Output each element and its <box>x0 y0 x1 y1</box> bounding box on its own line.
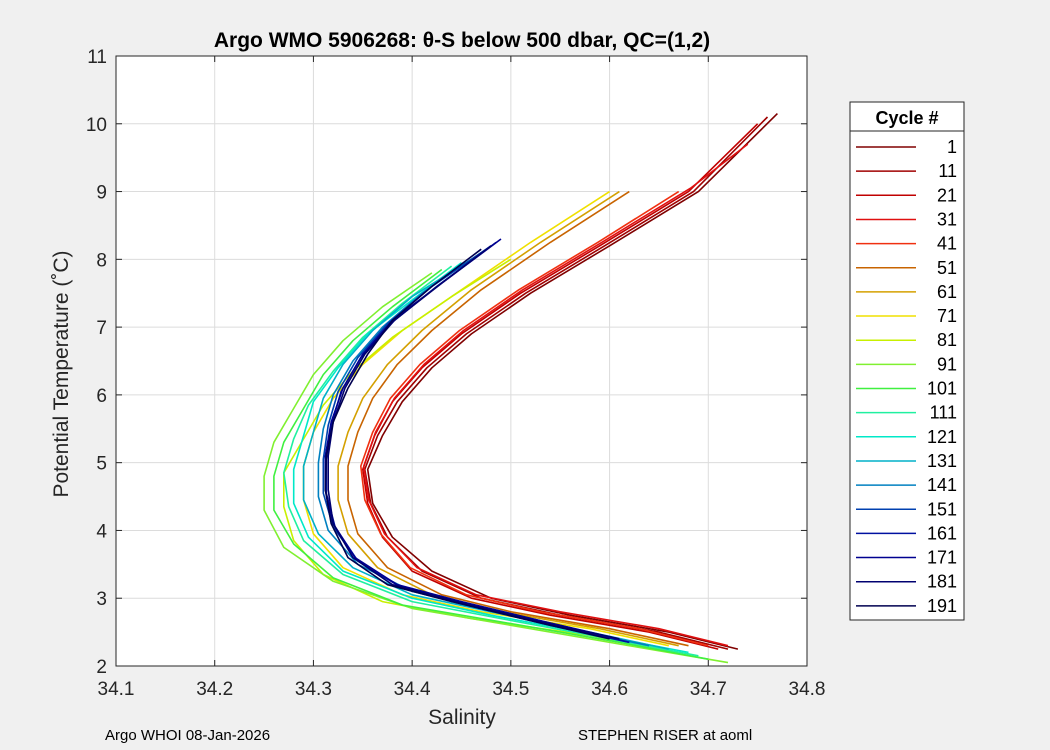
x-tick-label: 34.4 <box>394 679 431 700</box>
series-line-cycle-101 <box>273 268 709 660</box>
legend-entry: 31 <box>937 209 957 229</box>
legend-entry: 61 <box>937 282 957 302</box>
x-tick-label: 34.8 <box>789 679 826 700</box>
x-tick-label: 34.5 <box>492 679 529 700</box>
series-line-cycle-1 <box>366 113 778 650</box>
legend-entry: 81 <box>937 330 957 350</box>
legend-entry: 51 <box>937 258 957 278</box>
y-tick-label: 3 <box>96 589 107 610</box>
series-line-cycle-51 <box>347 190 689 647</box>
legend: Cycle # 11121314151617181911011111211311… <box>849 101 965 621</box>
x-tick-label: 34.3 <box>295 679 332 700</box>
legend-entry: 91 <box>937 354 957 374</box>
y-tick-label: 9 <box>96 183 107 204</box>
legend-entry: 111 <box>930 403 957 423</box>
legend-entry: 161 <box>927 523 957 543</box>
legend-entry: 181 <box>927 572 957 592</box>
legend-entry: 151 <box>927 499 957 519</box>
series-line-cycle-181 <box>327 245 620 640</box>
legend-entry: 11 <box>938 161 957 181</box>
legend-entry: 141 <box>927 475 957 495</box>
y-tick-label: 11 <box>87 47 107 68</box>
legend-entry: 1 <box>947 137 957 157</box>
series-line-cycle-191 <box>324 248 610 640</box>
legend-items: 1112131415161718191101111121131141151161… <box>856 137 957 616</box>
legend-entry: 131 <box>927 451 957 471</box>
x-tick-label: 34.1 <box>98 679 135 700</box>
y-tick-label: 5 <box>96 454 107 475</box>
series-line-cycle-131 <box>302 258 669 650</box>
series-line-cycle-121 <box>292 262 689 654</box>
footer-right: STEPHEN RISER at aoml <box>578 727 753 744</box>
plot-frame <box>115 55 808 667</box>
y-tick-label: 8 <box>96 250 107 271</box>
y-tick-label: 6 <box>96 386 107 407</box>
y-tick-label: 7 <box>96 318 107 339</box>
legend-entry: 101 <box>927 379 957 399</box>
y-axis-label: Potential Temperature (˚C) <box>50 250 73 497</box>
series-line-cycle-41 <box>359 190 709 647</box>
series-line-cycle-111 <box>282 265 699 657</box>
y-tick-label: 4 <box>96 521 107 542</box>
footer-left: Argo WHOI 08-Jan-2026 <box>105 727 271 744</box>
x-tick-label: 34.7 <box>690 679 727 700</box>
legend-entry: 191 <box>927 596 957 616</box>
legend-entry: 171 <box>927 548 957 568</box>
y-tick-label: 2 <box>96 657 107 678</box>
x-tick-label: 34.2 <box>196 679 233 700</box>
series-line-cycle-91 <box>263 272 729 664</box>
series-line-cycle-31 <box>362 143 749 647</box>
x-axis-label: Salinity <box>428 706 496 729</box>
y-tick-label: 10 <box>86 115 107 136</box>
legend-entry: 121 <box>927 427 957 447</box>
legend-entry: 21 <box>937 185 957 205</box>
series-lines <box>263 113 778 664</box>
chart-title: Argo WMO 5906268: θ-S below 500 dbar, QC… <box>214 29 710 52</box>
legend-title: Cycle # <box>875 108 938 128</box>
x-tick-label: 34.6 <box>591 679 628 700</box>
legend-entry: 71 <box>937 306 957 326</box>
plot-area <box>116 56 807 666</box>
axis-ticks: 34.1 34.2 34.3 34.4 34.5 34.6 34.7 34.8 2 3 4 5 6 7 8 9… <box>86 47 826 700</box>
legend-entry: 41 <box>937 234 957 254</box>
